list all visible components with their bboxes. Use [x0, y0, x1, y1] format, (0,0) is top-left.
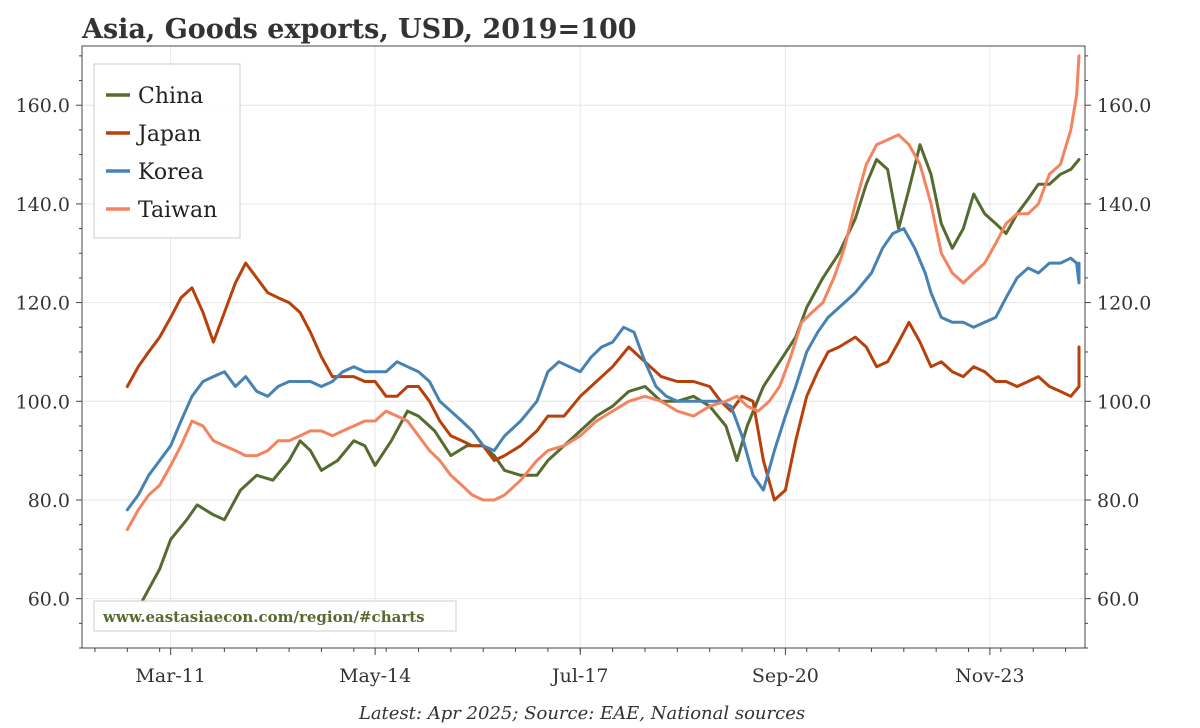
legend-label-korea: Korea [138, 160, 204, 185]
x-tick-label: Jul-17 [550, 665, 609, 687]
series-line-japan [125, 261, 1081, 502]
y-tick-label-left: 60.0 [28, 589, 70, 611]
legend: China Japan Korea Taiwan [93, 63, 241, 239]
legend-label-japan: Japan [136, 122, 201, 147]
x-tick-label: Mar-11 [135, 665, 205, 687]
y-tick-label-right: 100.0 [1097, 391, 1151, 413]
y-tick-label-right: 160.0 [1097, 95, 1151, 117]
y-tick-label-left: 80.0 [28, 490, 70, 512]
x-tick-label: May-14 [339, 665, 411, 687]
axis-ticks: 60.0 60.0 80.0 80.0 100.0 100.0 120.0 120.0 140.… [16, 55, 1151, 687]
y-tick-label-left: 160.0 [16, 95, 70, 117]
y-tick-label-left: 120.0 [16, 293, 70, 315]
series-line-korea [125, 227, 1081, 512]
source-note: Latest: Apr 2025; Source: EAE, National … [358, 703, 805, 724]
plot-frame [81, 45, 1086, 649]
y-tick-label-left: 100.0 [16, 391, 70, 413]
y-tick-label-right: 140.0 [1097, 194, 1151, 216]
series-line-china [125, 143, 1081, 630]
series-line-taiwan [125, 54, 1081, 532]
x-tick-label: Sep-20 [752, 665, 819, 687]
series-lines [125, 54, 1081, 630]
y-tick-label-right: 60.0 [1097, 589, 1139, 611]
y-tick-label-left: 140.0 [16, 194, 70, 216]
watermark-url: www.eastasiaecon.com/region/#charts [102, 608, 425, 626]
x-tick-label: Nov-23 [955, 665, 1024, 687]
y-tick-label-right: 120.0 [1097, 293, 1151, 315]
y-tick-label-right: 80.0 [1097, 490, 1139, 512]
legend-label-taiwan: Taiwan [138, 198, 217, 223]
grid-lines [82, 46, 1085, 648]
chart-title: Asia, Goods exports, USD, 2019=100 [81, 14, 637, 45]
legend-label-china: China [138, 84, 203, 109]
watermark-box [93, 600, 457, 632]
